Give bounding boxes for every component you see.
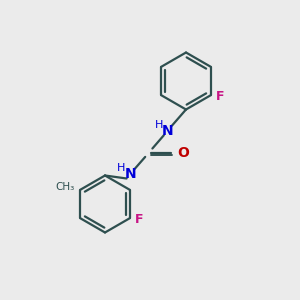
Text: H: H — [155, 119, 163, 130]
Text: O: O — [177, 146, 189, 160]
Text: F: F — [216, 90, 225, 103]
Text: F: F — [135, 213, 144, 226]
Text: CH₃: CH₃ — [55, 182, 74, 192]
Text: N: N — [124, 167, 136, 181]
Text: H: H — [117, 163, 125, 173]
Text: N: N — [162, 124, 173, 138]
